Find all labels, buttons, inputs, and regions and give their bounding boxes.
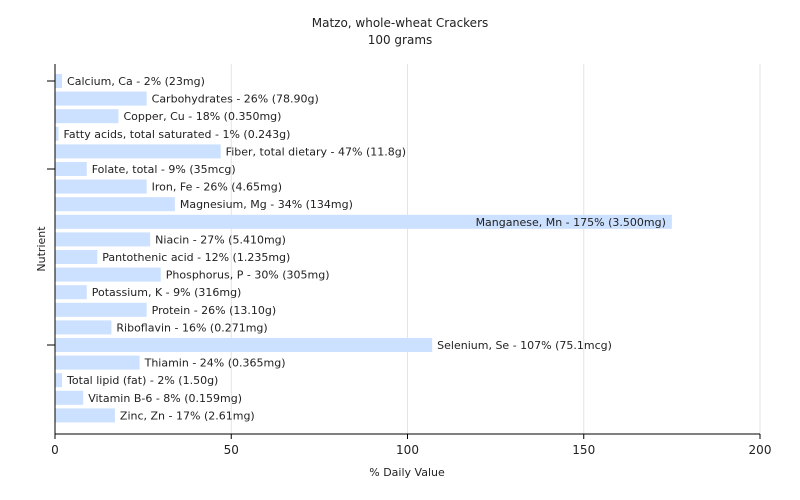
- bar-8: [55, 214, 672, 229]
- grid-lines: [230, 64, 761, 434]
- bar-label-2: Copper, Cu - 18% (0.350mg): [123, 110, 281, 123]
- bar-2: [55, 109, 119, 124]
- bar-label-11: Phosphorus, P - 30% (305mg): [166, 269, 330, 282]
- bar-labels: Calcium, Ca - 2% (23mg) Carbohydrates - 2…: [64, 75, 666, 422]
- bar-12: [55, 285, 87, 300]
- bar-15: [55, 338, 433, 352]
- y-axis-title: Nutrient: [35, 226, 48, 272]
- axes: 0 50 100 150 200: [47, 64, 771, 457]
- bar-0: [55, 74, 63, 88]
- bar-17: [55, 373, 63, 388]
- bar-label-18: Vitamin B-6 - 8% (0.159mg): [88, 392, 242, 405]
- bar-1: [55, 91, 147, 106]
- bars: [55, 74, 672, 423]
- bar-label-15: Selenium, Se - 107% (75.1mcg): [437, 339, 612, 352]
- x-tick-label-0: 0: [51, 443, 59, 457]
- bar-label-14: Riboflavin - 16% (0.271mg): [116, 321, 267, 334]
- bar-label-7: Magnesium, Mg - 34% (134mg): [180, 198, 353, 211]
- x-tick-label-200: 200: [749, 443, 772, 457]
- bar-14: [55, 320, 112, 335]
- bar-16: [55, 355, 140, 370]
- bar-label-3: Fatty acids, total saturated - 1% (0.243…: [64, 128, 291, 141]
- bar-9: [55, 232, 151, 247]
- chart-title: Matzo, whole-wheat Crackers: [312, 16, 489, 30]
- bar-label-6: Iron, Fe - 26% (4.65mg): [152, 181, 282, 194]
- bar-label-19: Zinc, Zn - 17% (2.61mg): [120, 409, 255, 422]
- bar-label-8: Manganese, Mn - 175% (3.500mg): [476, 216, 666, 229]
- chart-subtitle: 100 grams: [368, 33, 433, 47]
- bar-label-17: Total lipid (fat) - 2% (1.50g): [66, 374, 218, 387]
- bar-6: [55, 179, 147, 194]
- bar-label-5: Folate, total - 9% (35mcg): [92, 163, 236, 176]
- bar-4: [55, 144, 221, 159]
- bar-label-9: Niacin - 27% (5.410mg): [155, 233, 286, 246]
- bar-5: [55, 162, 87, 176]
- bar-18: [55, 390, 84, 405]
- bar-10: [55, 250, 98, 264]
- bar-3: [55, 126, 59, 141]
- bar-7: [55, 197, 175, 212]
- bar-11: [55, 267, 161, 282]
- bar-13: [55, 302, 147, 317]
- x-tick-label-100: 100: [396, 443, 419, 457]
- bar-label-13: Protein - 26% (13.10g): [152, 304, 277, 317]
- bar-label-12: Potassium, K - 9% (316mg): [92, 286, 242, 299]
- bar-label-10: Pantothenic acid - 12% (1.235mg): [102, 251, 290, 264]
- bar-label-16: Thiamin - 24% (0.365mg): [144, 357, 286, 370]
- x-tick-label-150: 150: [572, 443, 595, 457]
- bar-label-1: Carbohydrates - 26% (78.90g): [152, 93, 319, 106]
- bar-19: [55, 408, 115, 423]
- bar-label-4: Fiber, total dietary - 47% (11.8g): [226, 145, 406, 158]
- x-axis-title: % Daily Value: [369, 466, 445, 479]
- x-tick-label-50: 50: [224, 443, 239, 457]
- bar-label-0: Calcium, Ca - 2% (23mg): [67, 75, 205, 88]
